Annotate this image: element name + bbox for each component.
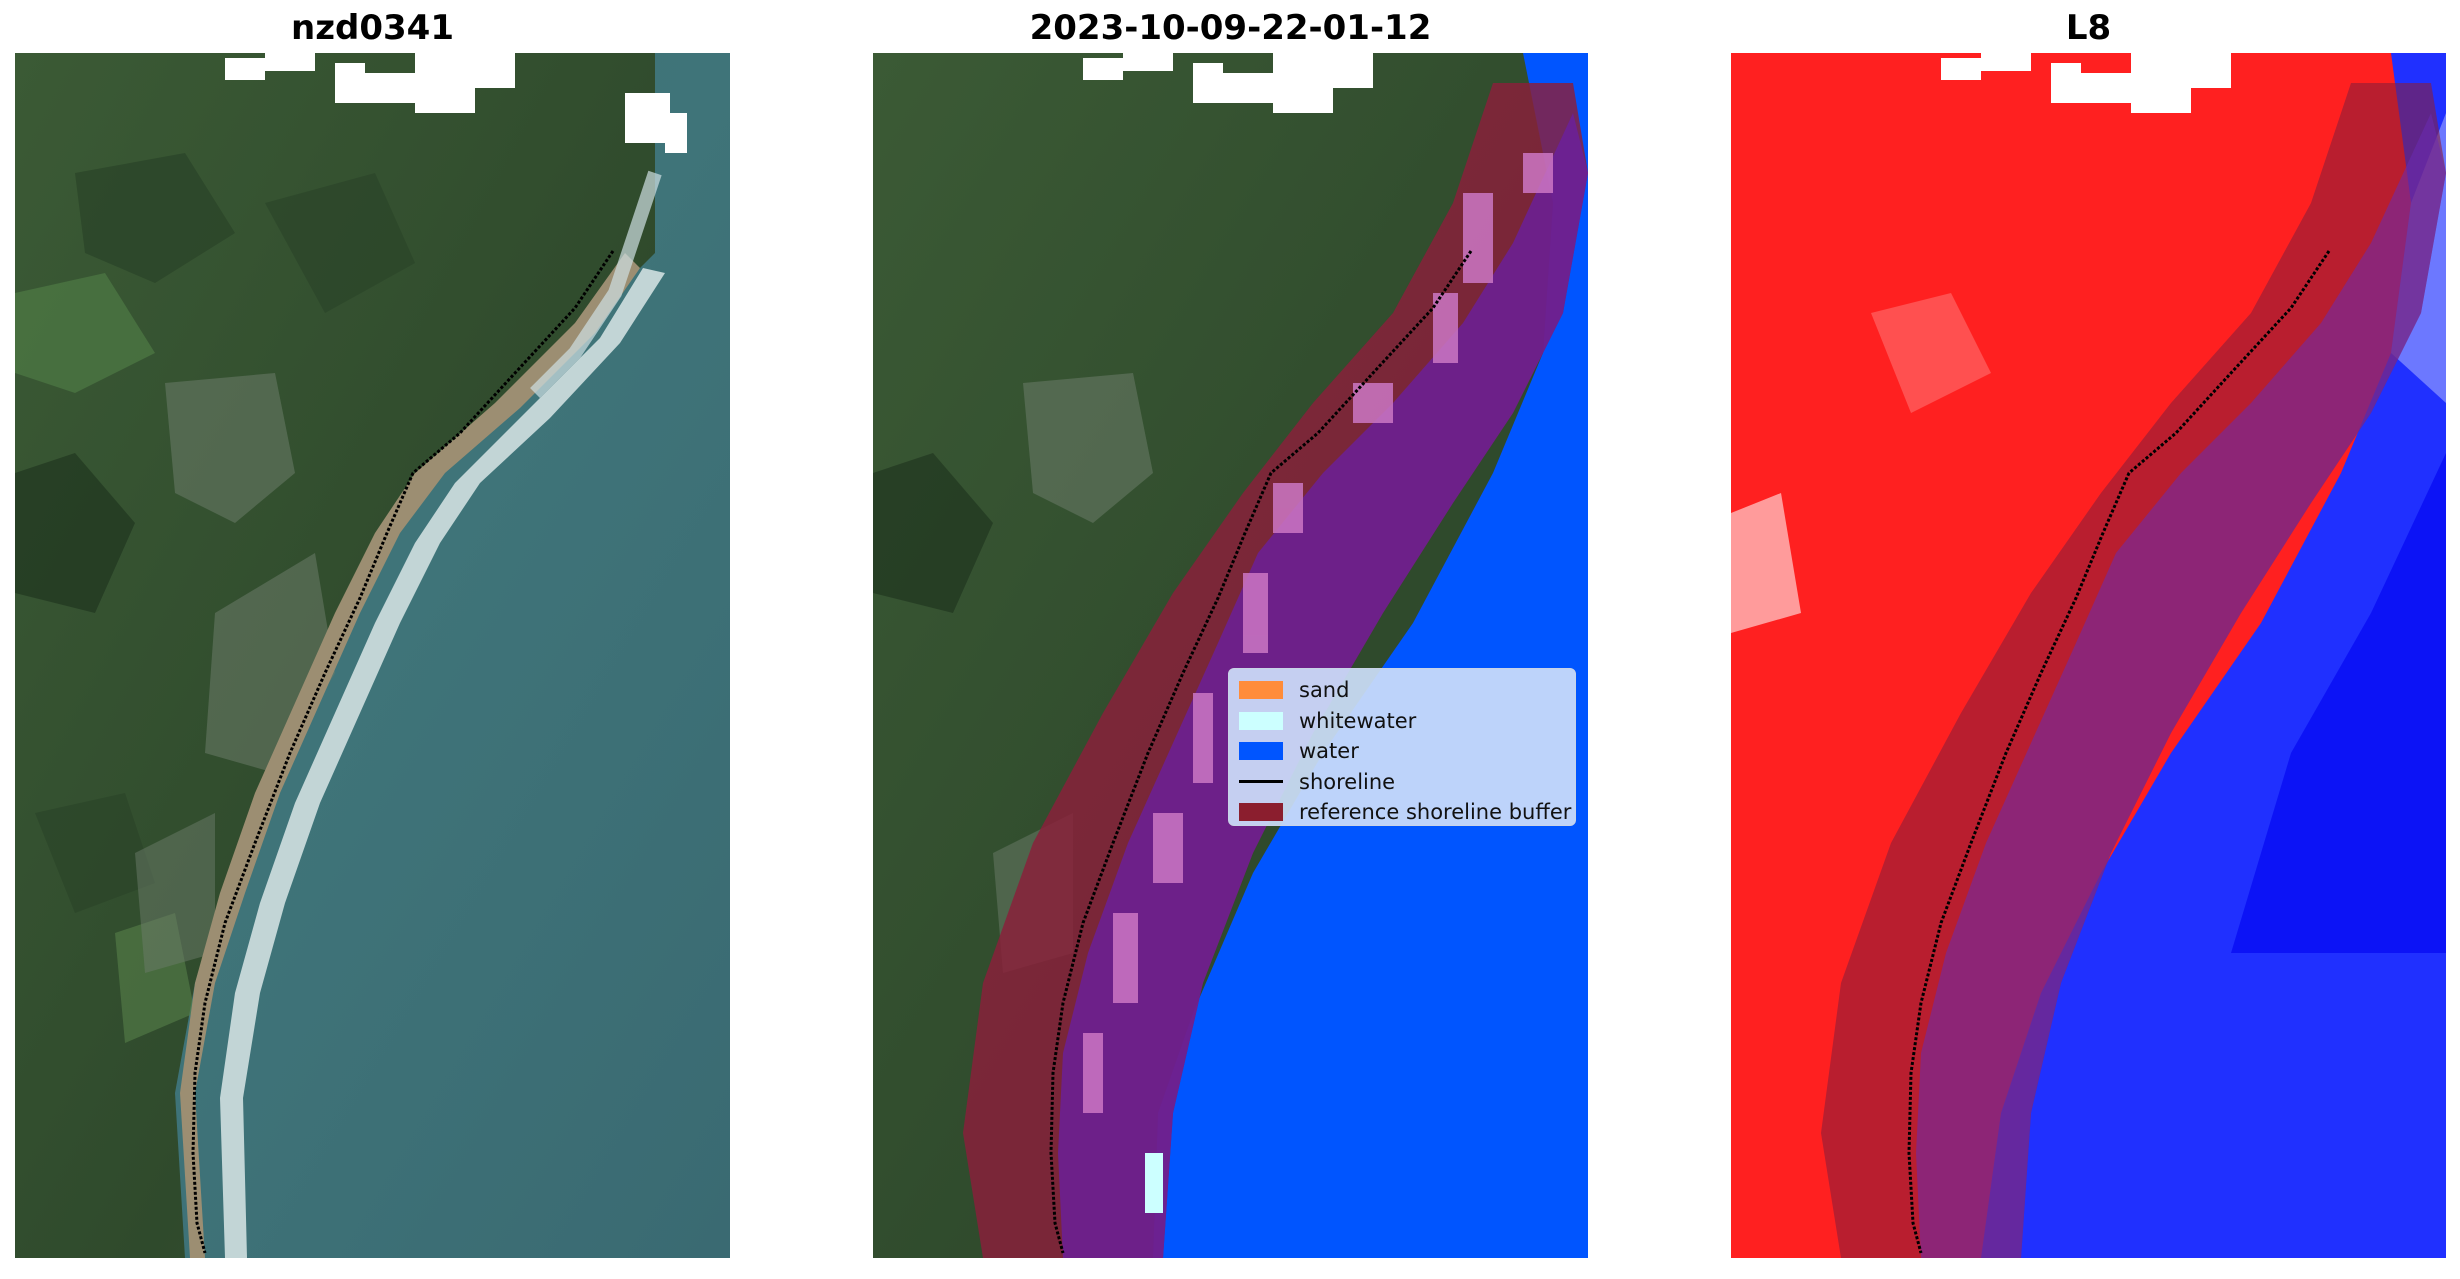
panel-title-classified: 2023-10-09-22-01-12 — [1029, 8, 1432, 48]
legend-swatch-water — [1239, 742, 1283, 761]
legend-swatch-sand — [1239, 681, 1283, 700]
legend: sand whitewater water shoreline referenc… — [1228, 668, 1576, 826]
legend-item-sand: sand — [1239, 675, 1575, 706]
legend-item-water: water — [1239, 736, 1575, 767]
index-panel — [1731, 53, 2446, 1258]
legend-item-whitewater: whitewater — [1239, 706, 1575, 737]
classified-image — [873, 53, 1588, 1258]
legend-item-buffer: reference shoreline buffer — [1239, 797, 1575, 828]
panel-title-rgb: nzd0341 — [291, 8, 454, 48]
legend-label-water: water — [1299, 739, 1359, 764]
legend-label-whitewater: whitewater — [1299, 708, 1417, 733]
legend-label-sand: sand — [1299, 678, 1350, 703]
legend-label-buffer: reference shoreline buffer — [1299, 800, 1572, 825]
rgb-satellite-image — [15, 53, 730, 1258]
panel-title-index: L8 — [2065, 8, 2112, 48]
legend-line-shoreline — [1239, 780, 1283, 784]
legend-swatch-whitewater — [1239, 711, 1283, 730]
legend-swatch-buffer — [1239, 803, 1283, 822]
index-image — [1731, 53, 2446, 1258]
legend-item-shoreline: shoreline — [1239, 767, 1575, 798]
classification-panel — [873, 53, 1588, 1258]
rgb-image-panel — [15, 53, 730, 1258]
legend-label-shoreline: shoreline — [1299, 769, 1396, 794]
